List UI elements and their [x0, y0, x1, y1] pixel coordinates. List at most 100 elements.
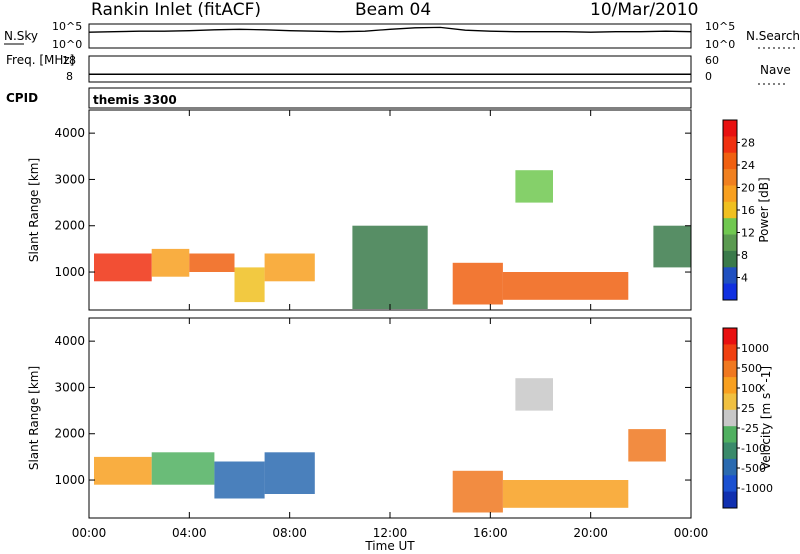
colorbar-segment [723, 409, 737, 427]
scatter-region [234, 267, 265, 303]
nsearch-tick-bottom: 10^0 [705, 38, 735, 51]
colorbar-tick-label: 24 [741, 159, 755, 172]
x-tick-label: 08:00 [272, 526, 307, 540]
colorbar-tick-label: -25 [741, 422, 759, 435]
scatter-region [452, 470, 503, 513]
colorbar-segment [723, 283, 737, 301]
colorbar-tick-label: 20 [741, 182, 755, 195]
nsky-tick-bottom: 10^0 [52, 38, 82, 51]
colorbar-segment [723, 185, 737, 203]
colorbar-segment [723, 458, 737, 476]
freq-panel: Freq. [MHz] 18 8 60 0 Nave [6, 53, 791, 85]
cpid-value: themis 3300 [93, 93, 177, 107]
colorbar-segment [723, 267, 737, 285]
power-ylabel: Slant Range [km] [27, 158, 41, 262]
beam-title: Beam 04 [355, 0, 431, 20]
colorbar-tick-label: -1000 [741, 482, 773, 495]
power-colorbar-label: Power [dB] [757, 177, 771, 242]
colorbar-tick-label: 25 [741, 402, 755, 415]
scatter-region [214, 461, 265, 499]
power-colorbar: 28 24 20 16 12 8 4 [722, 119, 755, 301]
y-tick-label: 1000 [54, 473, 85, 487]
date-title: 10/Mar/2010 [590, 0, 698, 20]
colorbar-tick-label: 8 [741, 249, 748, 262]
nsearch-tick-top: 10^5 [705, 20, 735, 33]
nsearch-label: N.Search [746, 29, 800, 43]
scatter-region [189, 253, 235, 272]
colorbar-segment [723, 250, 737, 268]
x-tick-label: 00:00 [72, 526, 107, 540]
cpid-label: CPID [6, 91, 38, 105]
power-y-axis: 1000 2000 3000 4000 [54, 126, 691, 279]
colorbar-tick-label: 28 [741, 137, 755, 150]
velocity-panel: 1000 2000 3000 4000 Slant Range [km] 1000 50… [27, 317, 773, 519]
velocity-ylabel: Slant Range [km] [27, 366, 41, 470]
velocity-colorbar-label: Velocity [m s^-1] [759, 366, 773, 470]
colorbar-tick-label: -100 [741, 442, 766, 455]
nsky-frame [88, 23, 692, 49]
nave-tick-top: 60 [705, 54, 719, 67]
colorbar-segment [723, 120, 737, 137]
colorbar-frame [722, 327, 738, 509]
scatter-region [628, 429, 666, 462]
colorbar-segment [723, 426, 737, 444]
scatter-region [653, 225, 691, 268]
scatter-region [515, 170, 553, 203]
colorbar-segment [723, 344, 737, 362]
scatter-region [515, 378, 553, 411]
freq-tick-bottom: 8 [66, 70, 73, 83]
nave-label: Nave [760, 63, 791, 77]
colorbar-tick-label: 12 [741, 227, 755, 240]
y-tick-label: 4000 [54, 334, 85, 348]
colorbar-tick-label: -500 [741, 462, 766, 475]
colorbar-tick-label: 4 [741, 272, 748, 285]
x-tick-label: 20:00 [573, 526, 608, 540]
velocity-colorbar: 1000 500 100 25 -25 -100 -500 -1000 [722, 327, 773, 509]
nsky-tick-top: 10^5 [52, 20, 82, 33]
nsky-label: N.Sky [4, 29, 38, 43]
colorbar-segment [723, 393, 737, 411]
x-tick-label: 16:00 [473, 526, 508, 540]
velocity-y-axis: 1000 2000 3000 4000 [54, 334, 691, 487]
scatter-region [264, 253, 315, 282]
station-title: Rankin Inlet (fitACF) [91, 0, 261, 20]
x-tick-label: 04:00 [172, 526, 207, 540]
y-tick-label: 1000 [54, 265, 85, 279]
power-panel: 1000 2000 3000 4000 Slant Range [km] 28 24 20… [27, 109, 771, 311]
scatter-region [502, 272, 629, 300]
y-tick-label: 2000 [54, 427, 85, 441]
scatter-region [502, 480, 629, 508]
colorbar-segment [723, 169, 737, 186]
colorbar-tick-label: 100 [741, 382, 762, 395]
colorbar-segment [723, 377, 737, 394]
colorbar-segment [723, 136, 737, 154]
colorbar-segment [723, 491, 737, 509]
power-heatmap [94, 170, 691, 309]
y-tick-label: 2000 [54, 219, 85, 233]
scatter-region [352, 225, 428, 309]
velocity-heatmap [94, 378, 666, 513]
x-tick-label: 12:00 [373, 526, 408, 540]
time-x-axis: 00:00 04:00 08:00 12:00 16:00 20:00 00:00 [72, 110, 709, 540]
y-tick-label: 4000 [54, 126, 85, 140]
scatter-region [94, 456, 152, 485]
nsky-series-line [88, 26, 692, 33]
time-xlabel: Time UT [364, 539, 415, 553]
colorbar-tick-label: 500 [741, 362, 762, 375]
scatter-region [94, 253, 152, 282]
colorbar-segment [723, 360, 737, 378]
scatter-region [264, 452, 315, 494]
colorbar-segment [723, 218, 737, 236]
colorbar-segment [723, 475, 737, 493]
colorbar-tick-label: 16 [741, 204, 755, 217]
colorbar-tick-label: 1000 [741, 342, 769, 355]
y-tick-label: 3000 [54, 380, 85, 394]
scatter-region [151, 248, 190, 277]
freq-frame [88, 55, 692, 83]
cpid-frame [88, 87, 692, 109]
scatter-region [151, 452, 215, 485]
x-tick-label: 00:00 [674, 526, 709, 540]
colorbar-segment [723, 234, 737, 252]
scatter-region [452, 262, 503, 305]
